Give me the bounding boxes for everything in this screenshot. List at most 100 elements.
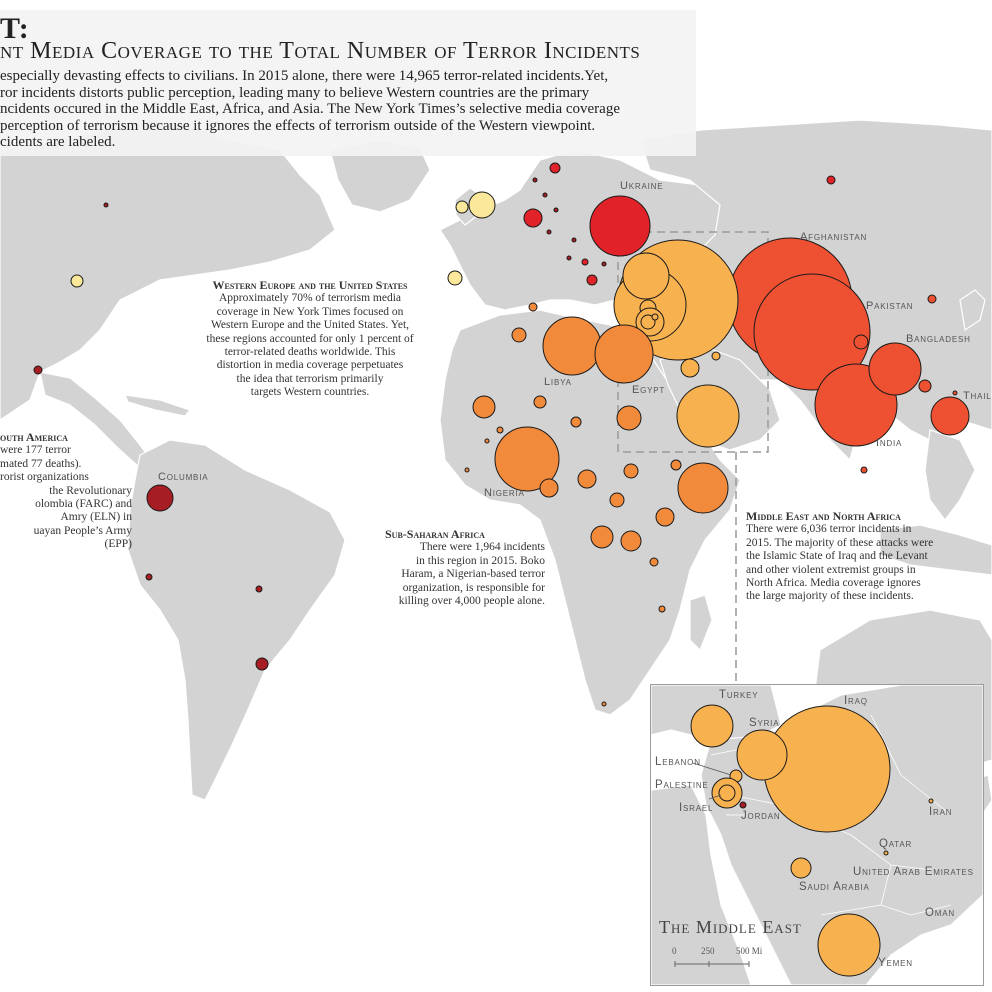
label-india: India [876, 437, 903, 449]
annotation-line: uayan People’s Army [33, 524, 132, 537]
annotation-line: were 177 terror [0, 444, 71, 457]
bubble-sweden [549, 162, 561, 174]
inset-label-uae: United Arab Emirates [853, 866, 974, 878]
bubble-cameroon [539, 478, 559, 498]
bubble-paraguay [255, 657, 269, 671]
land-japan [959, 289, 986, 332]
bubble-philippines [952, 390, 958, 396]
bubble-algeria [528, 302, 538, 312]
bubble-saudi [680, 358, 700, 378]
bubble-somalia [677, 462, 729, 514]
scale-label-0: 0 [672, 946, 677, 956]
header-title: T: [0, 12, 30, 45]
annotation-line: in this region in 2015. Boko [415, 554, 545, 567]
bubble-ssudan [609, 492, 625, 508]
bubble-balkan [601, 261, 607, 267]
bubble-sudan [616, 405, 642, 431]
label-bangladesh: Bangladesh [906, 333, 971, 345]
annotation-line: Haram, a Nigerian-based terror [401, 568, 545, 581]
inset-label-saudi: Saudi Arabia [799, 881, 870, 893]
bubble-pakistan [753, 273, 871, 391]
bubble-gulf [711, 351, 721, 361]
bubble-bangladesh [868, 342, 922, 396]
annotation-line: targets Western countries. [250, 386, 370, 399]
annotation-line: the large majority of these incidents. [746, 590, 914, 603]
bubble-tunisia [511, 327, 527, 343]
bubble-baltic [532, 177, 538, 183]
bubble-egypt [594, 324, 654, 384]
annotation-western-europe: Western Europe and the United States App… [205, 278, 415, 400]
header-body-line: especially devasting effects to civilian… [0, 68, 609, 84]
annotation-title: Sub-Saharan Africa [385, 527, 485, 541]
annotation-title: Middle East and North Africa [746, 509, 901, 523]
bubble-uk [468, 191, 496, 219]
label-nigeria: Nigeria [484, 487, 525, 499]
bubble-burundi [620, 530, 642, 552]
annotation-line: Western Europe and the United States. Ye… [210, 319, 410, 332]
bubble-denmark [542, 192, 548, 198]
scale-label-250: 250 [701, 946, 715, 956]
annotation-line: rorist organizations [0, 471, 89, 484]
label-pakistan: Pakistan [866, 300, 914, 312]
annotation-line: terror-related deaths worldwide. This [224, 346, 396, 359]
bubble-china [927, 294, 937, 304]
label-libya: Libya [544, 376, 572, 388]
inset-bubble-iran [928, 798, 934, 804]
inset-label-iran: Iran [929, 806, 953, 818]
header-body-line: cidents are labeled. [0, 134, 116, 150]
annotation-line: distortion in media coverage perpetuates [216, 359, 404, 372]
bubble-russia [826, 175, 836, 185]
bubble-morocco [472, 395, 496, 419]
inset-label-syria: Syria [749, 717, 780, 729]
header-subtitle: nt Media Coverage to the Total Number of… [0, 38, 641, 64]
bubble-turkey-w [586, 274, 598, 286]
header-body-line: ncidents occured in the Middle East, Afr… [0, 101, 620, 117]
inset-label-yemen: Yemen [878, 957, 913, 969]
bubble-guinea [484, 438, 490, 444]
middle-east-inset: Turkey Iraq Syria Lebanon Palestine Isra… [650, 684, 984, 986]
annotation-line: (EPP) [104, 538, 132, 551]
annotation-line: organization, is responsible for [402, 581, 545, 594]
bubble-car [623, 463, 639, 479]
annotation-mena: Middle East and North Africa There were … [746, 509, 968, 604]
inset-land-africa [651, 784, 752, 985]
inset-label-palestine: Palestine [655, 779, 709, 791]
label-afghanistan: Afghanistan [800, 231, 868, 243]
bubble-columbia [146, 484, 174, 512]
inset-label-oman: Oman [925, 907, 955, 919]
annotation-line: these regions accounted for only 1 perce… [206, 332, 414, 345]
bubble-kosovo [566, 255, 572, 261]
bubble-ukraine [589, 195, 651, 257]
bubble-brazil [255, 585, 263, 593]
bubble-wsahara [496, 426, 504, 434]
bubble-yemen [676, 384, 740, 448]
bubble-libya [542, 316, 602, 376]
bubble-uganda [649, 557, 659, 567]
bubble-thailand [930, 396, 970, 436]
bubble-france [523, 208, 543, 228]
land-madagascar [689, 594, 713, 652]
inset-label-turkey: Turkey [719, 689, 759, 701]
header-body-line: perception of terrorism because it ignor… [0, 117, 596, 134]
inset-map [651, 685, 983, 985]
inset-leader-lebanon [692, 762, 732, 776]
bubble-chad [577, 469, 597, 489]
bubble-spain [447, 270, 463, 286]
header-body: especially devasting effects to civilian… [0, 68, 692, 151]
annotation-line: 2015. The majority of these attacks were [746, 536, 934, 549]
bubble-drc [590, 525, 614, 549]
inset-leader-israel [708, 794, 722, 800]
bubble-srilanka [860, 466, 868, 474]
bubble-canary [464, 467, 470, 473]
inset-bubble-jordan [739, 801, 747, 809]
bubble-myanmar [918, 379, 932, 393]
bubble-mexico [33, 365, 43, 375]
annotation-line: the idea that terrorism primarily [236, 372, 384, 385]
bubble-kenya [655, 507, 675, 527]
annotation-line: killing over 4,000 people alone. [398, 595, 545, 608]
header-body-line: ror incidents distorts public perception… [0, 84, 590, 101]
inset-bubble-israel [718, 784, 736, 802]
scale-label-500: 500 Mi [736, 946, 763, 956]
land-indonesia [879, 524, 992, 576]
inset-label-israel: Israel [679, 802, 714, 814]
